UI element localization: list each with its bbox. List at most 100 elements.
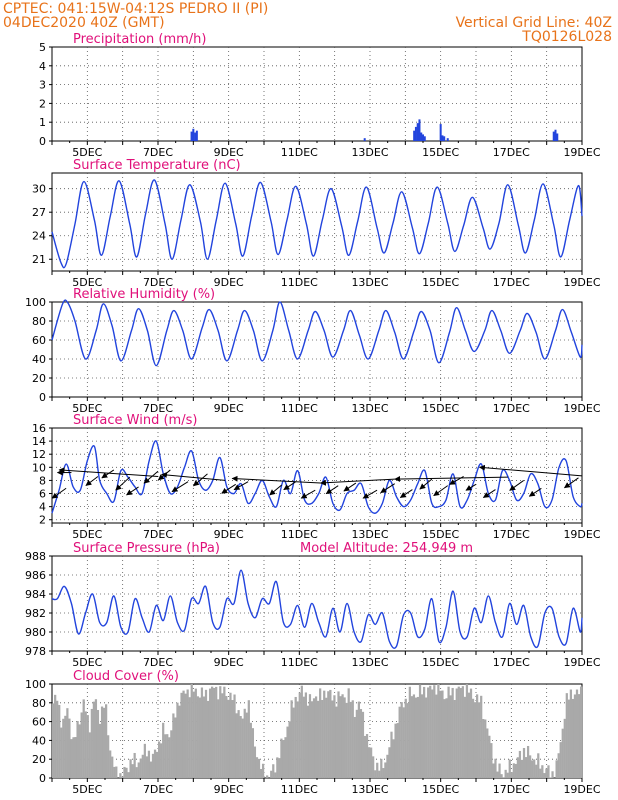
cloud-area-bar [529,755,532,778]
cloud-area-bar [219,686,222,778]
cloud-area-bar [327,691,330,778]
cloud-area-bar [188,697,191,778]
wind-vector [325,485,339,495]
temp-ytick-label: 21 [32,253,46,266]
cloud-area-bar [243,708,246,778]
cloud-area-bar [202,696,206,778]
precip-ytick-label: 5 [39,41,46,54]
wind-xtick-label: 17DEC [493,528,530,541]
cloud-area-bar [192,691,195,778]
precip-bar [552,131,555,141]
header-run-time: 04DEC2020 40Z (GMT) [3,15,165,31]
header-model: TQ0126L028 [521,29,612,45]
temp-title: Surface Temperature (nC) [73,158,241,173]
cloud-area-bar [484,719,487,778]
wind-vector [528,487,542,497]
cloud-area-bar [345,702,348,778]
cloud-area-bar [457,686,460,778]
cloud-area-bar [437,684,440,778]
cloud-area-bar [317,700,320,778]
precip-bar [192,128,195,141]
cloud-area-bar [127,772,130,778]
cloud-area-bar [577,694,581,778]
cloud-area-bar [247,700,250,778]
precip-xtick-label: 19DEC [563,146,600,159]
cloud-area-bar [376,762,379,778]
cloud-area-bar [107,735,110,778]
wind-vector [143,470,159,484]
wind-vector [343,482,357,492]
cloud-area-bar [496,771,499,778]
cloud-area-bar [54,694,57,778]
cloud-area-bar [561,728,564,778]
wind-vector [101,469,115,479]
cloud-area-bar [276,757,279,778]
cloud-area-bar [94,699,98,778]
rh-xtick-label: 11DEC [281,402,318,415]
cloud-area-bar [245,712,248,778]
cloud-area-bar [223,686,226,778]
pressure-ytick-label: 980 [25,626,46,639]
precip-ytick-label: 0 [39,135,46,148]
wind-series-line [51,440,583,514]
precip-bar [446,138,449,141]
cloud-area-bar [333,695,336,778]
wind-vector [465,483,477,491]
wind-vector [283,481,297,491]
cloud-area-bar [565,693,568,778]
cloud-area-bar [168,737,171,778]
cloud-area-bar [427,687,430,778]
precip-bar [554,129,557,141]
precip-xtick-label: 13DEC [351,146,388,159]
precip-bar [443,136,446,141]
cloud-area-bar [121,776,124,778]
precip-bar [418,119,421,141]
cloud-area-bar [353,716,356,778]
wind-vector [399,489,413,499]
cloud-area-bar [557,753,560,778]
cloud-area-bar [543,773,546,778]
cloud-panel: 0 20 40 60 80 100 5DEC 7DEC 9DEC 11DEC 13DEC 15DEC 1… [25,669,601,796]
cloud-area-bar [539,768,542,778]
temp-series-line [51,179,583,269]
wind-vector [563,477,579,489]
cloud-area-bar [52,703,55,778]
cloud-area-bar [141,754,144,778]
wind-vector [449,476,464,485]
header-grid-line: Vertical Grid Line: 40Z [456,15,612,31]
cloud-area-bar [512,763,515,778]
precip-ytick-label: 3 [39,79,46,92]
precip-xtick-label: 5DEC [72,146,102,159]
wind-vector [233,481,249,491]
cloud-xtick-label: 19DEC [563,783,600,796]
cloud-area-bar [109,750,112,778]
cloud-xtick-label: 15DEC [422,783,459,796]
wind-vector [478,464,583,477]
wind-vector [362,489,378,499]
cloud-area-bar [508,759,511,778]
cloud-area-bar [129,759,132,778]
cloud-area-bar [227,699,230,778]
rh-ytick-label: 20 [32,372,46,385]
cloud-area-bar [506,772,509,778]
cloud-area-bar [280,738,283,778]
wind-vector [269,484,282,496]
cloud-area-bar [113,766,116,778]
cloud-area-bar [270,770,273,778]
cloud-area-bar [573,694,577,778]
cloud-area-bar [447,686,450,778]
cloud-area-bar [306,705,310,778]
cloud-area-bar [151,753,155,778]
wind-vector [433,485,449,497]
cloud-area-bar [339,696,342,778]
cloud-area-bar [374,770,377,778]
wind-vector [394,476,508,483]
cloud-area-bar [380,758,383,778]
precip-bar [439,124,442,141]
cloud-area-bar [404,698,407,778]
cloud-area-bar [439,690,442,778]
cloud-area-bar [514,763,517,778]
cloud-area-bar [402,707,405,778]
temp-ytick-label: 27 [32,206,46,219]
precip-bar [416,123,419,141]
